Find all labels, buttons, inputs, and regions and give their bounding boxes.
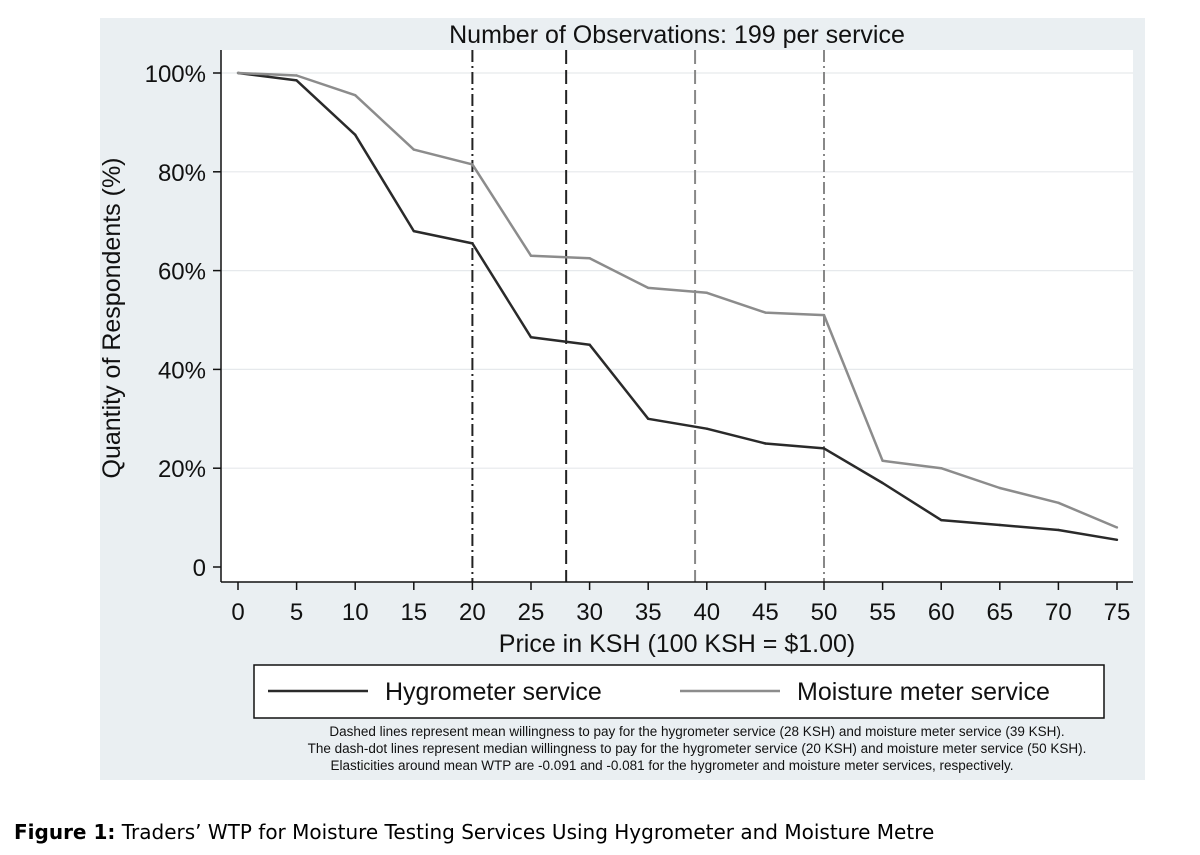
legend-label-hygrometer: Hygrometer service bbox=[385, 678, 602, 706]
x-tick-label: 5 bbox=[290, 599, 303, 626]
note-line-2: The dash-dot lines represent median will… bbox=[308, 741, 1087, 756]
data-point-hygrometer bbox=[940, 518, 943, 522]
y-tick-label: 40% bbox=[158, 357, 206, 384]
series-line-moisture-meter bbox=[237, 71, 1118, 529]
y-axis-label: Quantity of Respondents (%) bbox=[98, 158, 126, 479]
data-point-hygrometer bbox=[471, 242, 474, 245]
data-point-hygrometer bbox=[1115, 538, 1119, 542]
data-point-hygrometer bbox=[295, 79, 298, 82]
data-point-moisture-meter bbox=[236, 71, 240, 75]
data-point-moisture-meter bbox=[940, 467, 943, 470]
figure-caption-text: Traders’ WTP for Moisture Testing Servic… bbox=[115, 820, 935, 844]
x-tick-label: 60 bbox=[928, 599, 955, 626]
x-tick-label: 30 bbox=[576, 599, 603, 626]
x-tick-label: 15 bbox=[400, 599, 427, 626]
data-point-moisture-meter bbox=[764, 311, 767, 314]
x-tick-label: 25 bbox=[518, 599, 545, 626]
data-point-hygrometer bbox=[1057, 528, 1060, 532]
data-point-moisture-meter bbox=[998, 486, 1001, 490]
legend-box bbox=[253, 664, 1105, 719]
axis-ticks: 0 20% 40% 60% 80% 100% 0 5 10 15 20 25 30 35 40 45 50 55 6… bbox=[145, 61, 1131, 626]
series-line-hygrometer bbox=[237, 71, 1118, 542]
data-point-hygrometer bbox=[881, 481, 884, 485]
data-point-hygrometer bbox=[529, 336, 533, 339]
data-point-moisture-meter bbox=[295, 74, 298, 77]
y-tick-label: 20% bbox=[158, 456, 206, 483]
x-tick-label: 55 bbox=[869, 599, 896, 626]
series-lines bbox=[236, 71, 1119, 542]
data-point-hygrometer bbox=[412, 229, 415, 233]
x-tick-label: 70 bbox=[1045, 599, 1072, 626]
data-point-hygrometer bbox=[764, 442, 767, 445]
x-tick-label: 50 bbox=[811, 599, 838, 626]
x-tick-label: 75 bbox=[1104, 599, 1131, 626]
data-point-hygrometer bbox=[822, 447, 826, 450]
data-point-hygrometer bbox=[705, 427, 708, 430]
y-tick-label: 60% bbox=[158, 259, 206, 286]
legend: Hygrometer service Moisture meter servic… bbox=[253, 664, 1105, 719]
figure-caption: Figure 1: Traders’ WTP for Moisture Test… bbox=[14, 820, 934, 844]
y-tick-label: 0 bbox=[193, 555, 206, 582]
legend-label-moisture-meter: Moisture meter service bbox=[797, 678, 1050, 706]
note-line-3: Elasticities around mean WTP are -0.091 … bbox=[330, 758, 1013, 773]
data-point-hygrometer bbox=[354, 133, 357, 136]
data-point-moisture-meter bbox=[412, 148, 415, 151]
data-point-moisture-meter bbox=[1115, 526, 1119, 529]
plot-area bbox=[221, 50, 1133, 582]
figure-caption-label: Figure 1: bbox=[14, 820, 116, 844]
data-point-moisture-meter bbox=[881, 459, 884, 462]
y-tick-label: 100% bbox=[145, 61, 206, 88]
x-tick-label: 40 bbox=[693, 599, 720, 626]
y-tick-label: 80% bbox=[158, 160, 206, 187]
x-tick-label: 10 bbox=[342, 599, 369, 626]
data-point-moisture-meter bbox=[471, 163, 474, 166]
data-point-moisture-meter bbox=[1057, 501, 1060, 504]
data-point-moisture-meter bbox=[529, 254, 533, 257]
x-tick-label: 0 bbox=[231, 599, 244, 626]
data-point-moisture-meter bbox=[354, 94, 357, 97]
x-tick-label: 20 bbox=[459, 599, 486, 626]
note-line-1: Dashed lines represent mean willingness … bbox=[329, 724, 1064, 739]
data-point-moisture-meter bbox=[705, 291, 708, 295]
data-point-hygrometer bbox=[588, 343, 591, 346]
x-tick-label: 45 bbox=[752, 599, 779, 626]
data-point-moisture-meter bbox=[822, 313, 826, 317]
x-tick-label: 35 bbox=[635, 599, 662, 626]
data-point-moisture-meter bbox=[647, 286, 650, 290]
data-point-hygrometer bbox=[998, 523, 1001, 527]
data-point-moisture-meter bbox=[588, 257, 591, 260]
x-tick-label: 65 bbox=[986, 599, 1013, 626]
chart-title: Number of Observations: 199 per service bbox=[449, 21, 905, 49]
data-point-hygrometer bbox=[647, 417, 650, 420]
gridlines bbox=[221, 72, 1133, 469]
x-axis-label: Price in KSH (100 KSH = $1.00) bbox=[499, 630, 855, 658]
chart: 0 20% 40% 60% 80% 100% 0 5 10 15 20 25 30 35 40 45 50 55 6… bbox=[98, 18, 1145, 780]
